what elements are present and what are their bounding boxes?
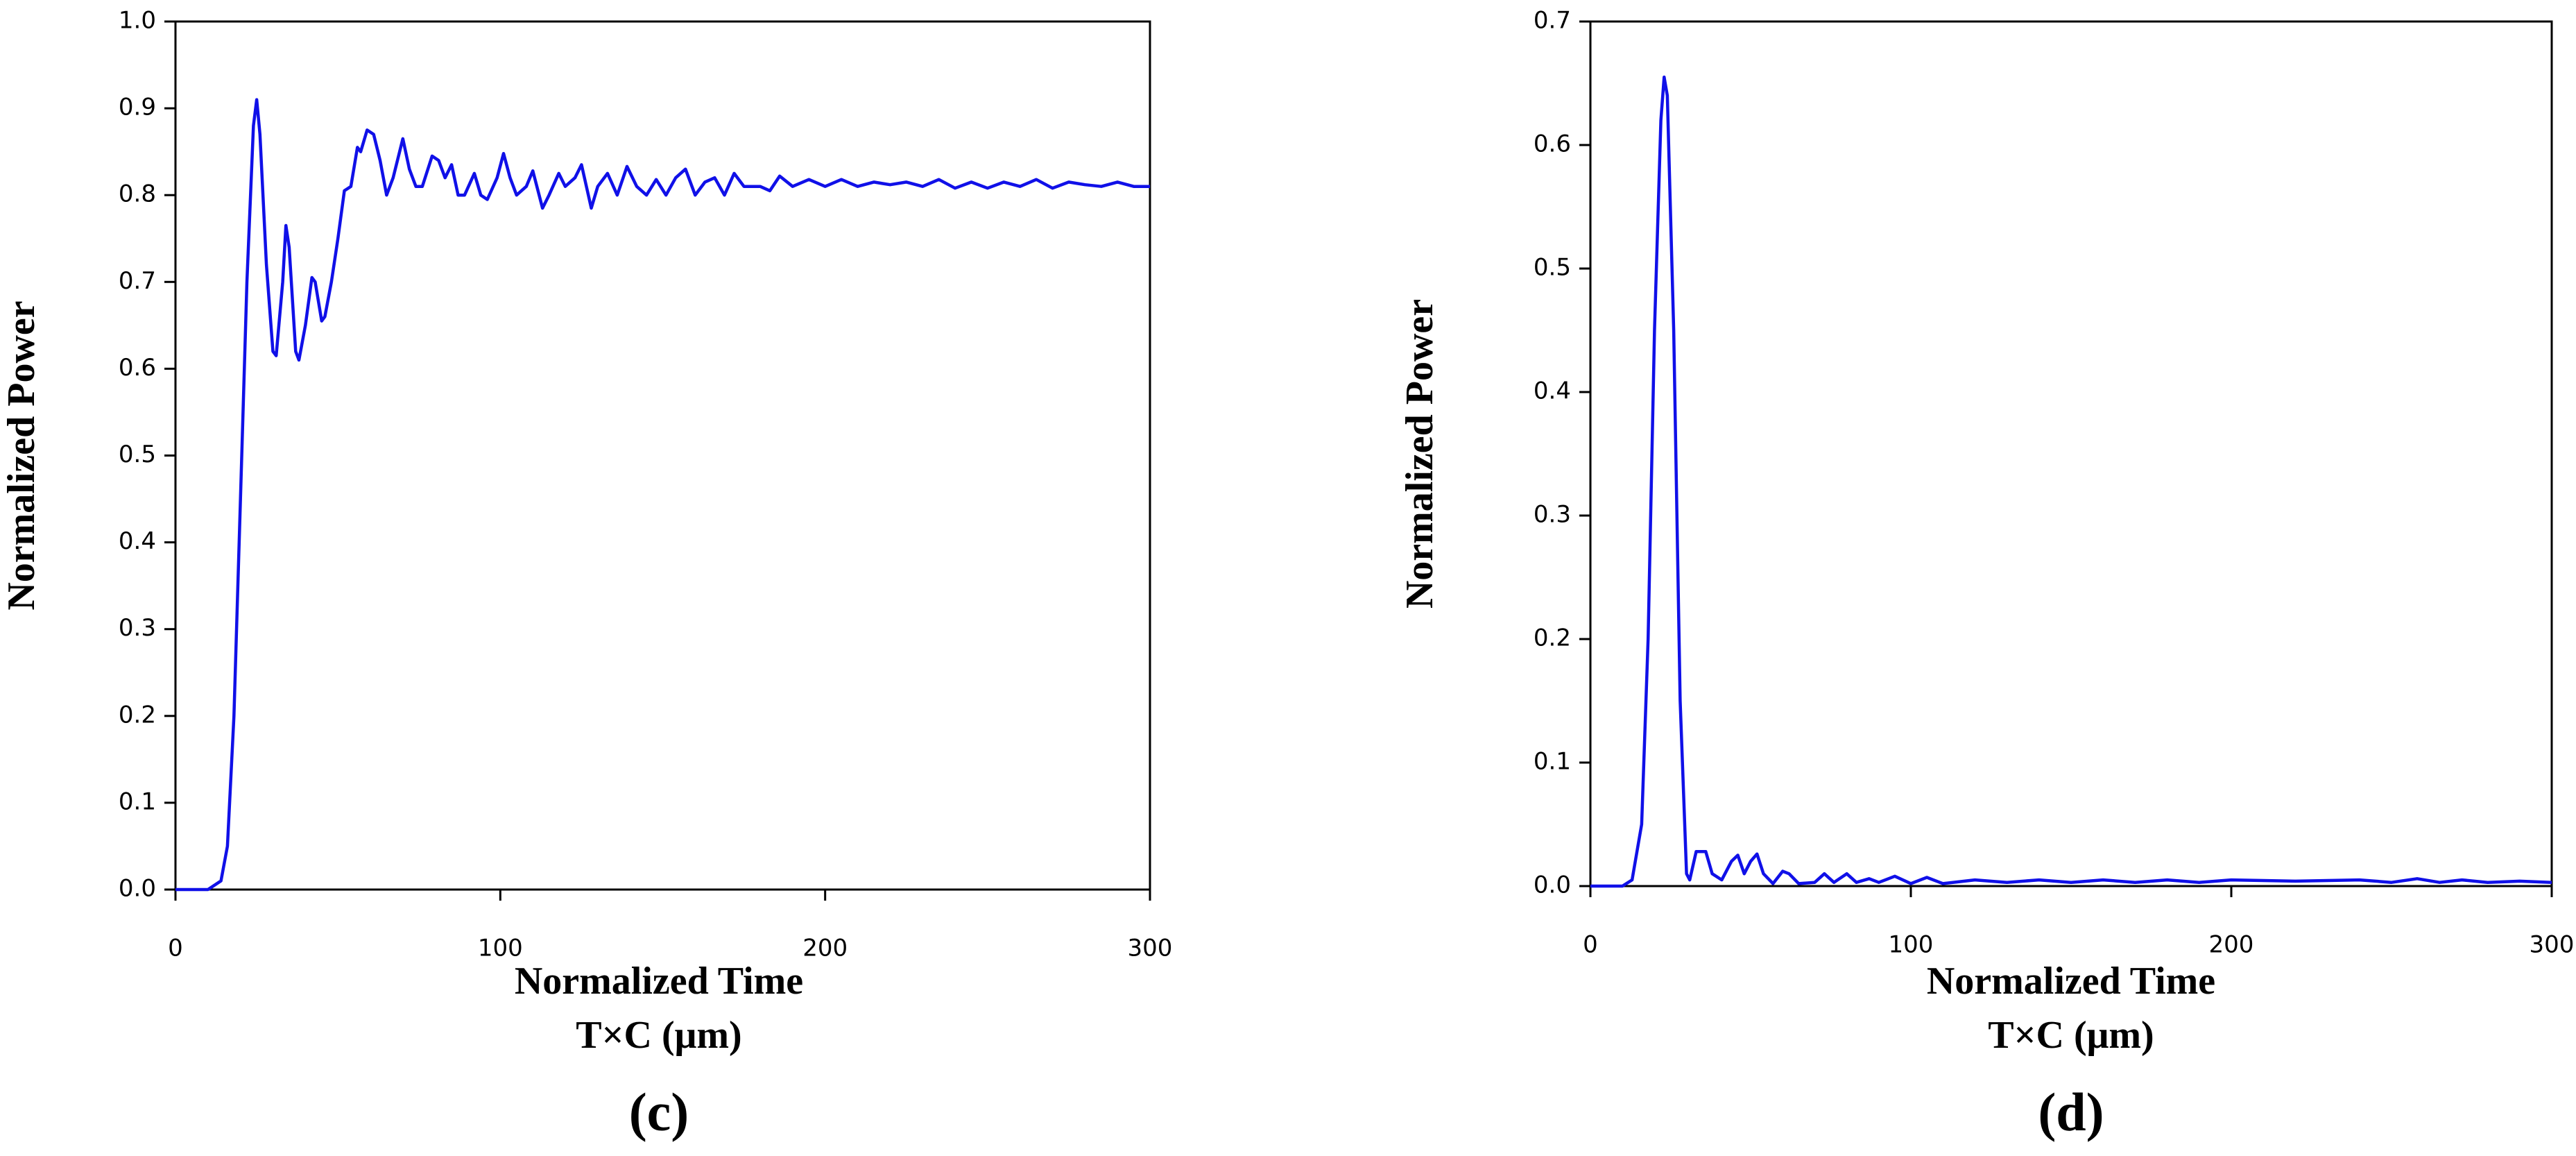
y-tick-label: 0.1 xyxy=(1534,748,1571,776)
panel-label: (c) xyxy=(629,1082,689,1142)
x-tick-label: 100 xyxy=(478,935,523,962)
y-tick-label: 1.0 xyxy=(119,7,156,35)
y-tick-label: 0.4 xyxy=(119,527,156,555)
x-tick-label: 100 xyxy=(1889,931,1934,959)
x-axis-title: Normalized Time xyxy=(1927,960,2215,1003)
x-tick-label: 200 xyxy=(802,935,848,962)
data-line xyxy=(175,98,1150,892)
y-tick-label: 0.6 xyxy=(1534,130,1571,158)
y-tick-label: 0.5 xyxy=(119,441,156,468)
y-tick-label: 0.6 xyxy=(119,354,156,382)
y-tick-label: 0.2 xyxy=(119,701,156,729)
plot-frame xyxy=(1589,20,2553,887)
data-line xyxy=(1590,75,2552,888)
x-axis-unit: T×C (μm) xyxy=(576,1014,741,1057)
y-tick-label: 0.1 xyxy=(119,788,156,815)
x-tick-label: 200 xyxy=(2209,931,2254,959)
x-tick-label: 0 xyxy=(1583,931,1598,959)
y-tick-label: 0.8 xyxy=(119,180,156,208)
x-tick-label: 0 xyxy=(168,935,183,962)
y-tick-label: 0.2 xyxy=(1534,624,1571,652)
y-axis-title: Normalized Power xyxy=(0,300,43,610)
y-tick-label: 0.7 xyxy=(1534,7,1571,35)
x-tick-label: 300 xyxy=(1128,935,1173,962)
y-axis-title: Normalized Power xyxy=(1398,299,1441,609)
x-axis-title: Normalized Time xyxy=(515,960,803,1003)
x-axis-unit: T×C (μm) xyxy=(1988,1014,2154,1057)
y-tick-label: 0.3 xyxy=(119,614,156,642)
y-tick-label: 0.3 xyxy=(1534,501,1571,529)
plot-frame xyxy=(174,20,1151,891)
panel-label: (d) xyxy=(2038,1082,2104,1142)
y-tick-label: 0.5 xyxy=(1534,254,1571,282)
y-tick-label: 0.4 xyxy=(1534,377,1571,405)
y-tick-label: 0.0 xyxy=(1534,872,1571,899)
x-tick-label: 300 xyxy=(2530,931,2575,959)
y-tick-label: 0.0 xyxy=(119,875,156,903)
y-tick-label: 0.9 xyxy=(119,94,156,121)
y-tick-label: 0.7 xyxy=(119,267,156,295)
